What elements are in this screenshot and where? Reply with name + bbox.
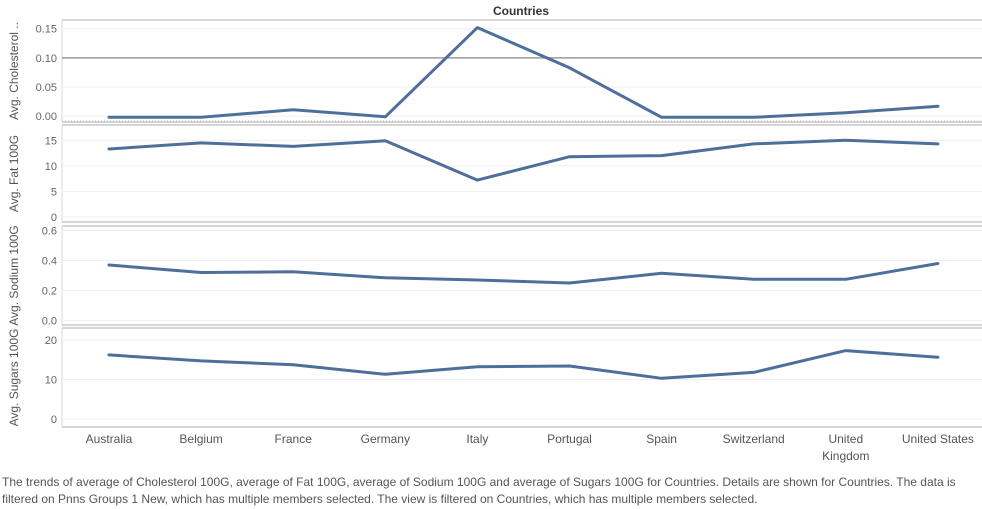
- y-tick-label: 5: [51, 186, 57, 198]
- y-tick-label: 10: [45, 374, 57, 386]
- x-tick-label: Belgium: [179, 432, 222, 446]
- x-tick-label: United States: [902, 432, 974, 446]
- y-axis-label: Avg. Cholesterol ..: [7, 22, 21, 120]
- series-line: [107, 26, 940, 119]
- chart-panel-2: 15 10 5 0 Avg. Fat 100G: [7, 124, 982, 224]
- series-line: [107, 349, 940, 380]
- y-tick-label: 0.0: [42, 316, 57, 328]
- x-tick-label: Switzerland: [723, 432, 785, 446]
- y-tick-label: 0.6: [42, 226, 57, 238]
- x-tick-label: Germany: [361, 432, 410, 446]
- y-tick-label: 15: [45, 135, 57, 147]
- series-line: [107, 138, 940, 182]
- chart-panel-1: 0.15 0.10 0.05 0.00 Avg. Cholesterol ..: [7, 19, 982, 123]
- y-tick-label: 0: [51, 212, 57, 224]
- y-tick-label: 0.4: [42, 256, 57, 268]
- chart-panel-4: 20 10 0 Avg. Sugars 100G: [7, 327, 982, 428]
- chart-title: Countries: [493, 4, 549, 18]
- y-tick-label: 0: [51, 414, 57, 426]
- y-axis-label: Avg. Sugars 100G: [7, 329, 21, 427]
- series-line: [107, 262, 940, 285]
- x-axis: Australia Belgium France Germany Italy Portug…: [86, 432, 974, 463]
- y-axis-label: Avg. Sodium 100G: [7, 225, 21, 326]
- y-axis-label: Avg. Fat 100G: [7, 135, 21, 212]
- y-tick-label: 10: [45, 161, 57, 173]
- y-tick-label: 0.2: [42, 286, 57, 298]
- x-tick-label: Italy: [466, 432, 488, 446]
- x-tick-label: France: [275, 432, 313, 446]
- y-tick-label: 0.10: [36, 53, 57, 65]
- x-tick-label: Spain: [646, 432, 677, 446]
- y-tick-label: 0.15: [36, 24, 57, 36]
- x-tick-label: Portugal: [547, 432, 592, 446]
- y-tick-label: 0.00: [36, 111, 57, 123]
- x-tick-label: United Kingdom: [822, 432, 869, 463]
- y-tick-label: 0.05: [36, 82, 57, 94]
- x-tick-label: Australia: [86, 432, 133, 446]
- chart-panel-3: 0.6 0.4 0.2 0.0 Avg. Sodium 100G: [7, 225, 982, 328]
- chart-caption: The trends of average of Cholesterol 100…: [2, 475, 956, 506]
- y-tick-label: 20: [45, 335, 57, 347]
